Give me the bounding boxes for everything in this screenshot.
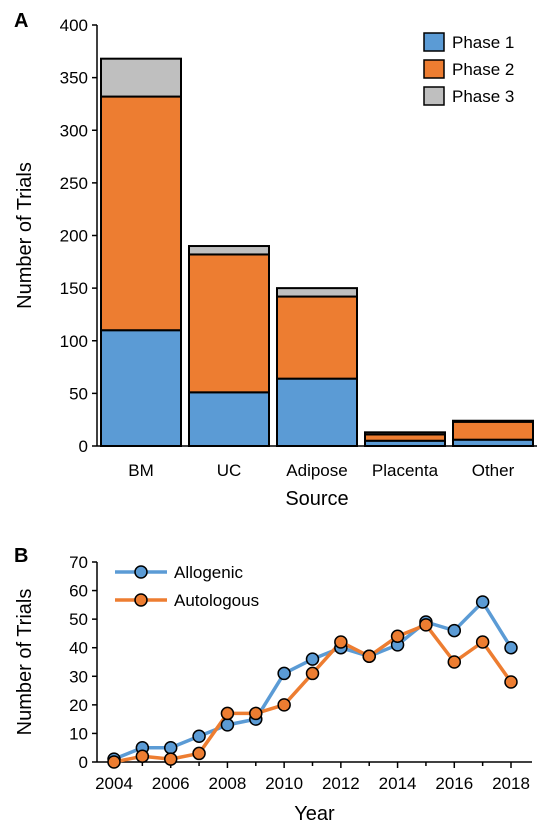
data-point [249, 706, 263, 721]
x-tick-label: 2014 [379, 774, 417, 793]
panel-label-b: B [14, 545, 28, 567]
x-axis-title: Year [294, 803, 335, 825]
data-point [277, 666, 291, 681]
x-tick-label: 2012 [322, 774, 360, 793]
y-tick-label: 250 [60, 174, 88, 193]
legend-swatch [423, 86, 445, 106]
data-point [475, 595, 490, 609]
x-tick-label: Other [472, 461, 515, 480]
panel-a-bar-chart: A 0 50 100 150 200 250 300 350 400 BM UC Adipose Plac… [14, 10, 537, 510]
x-tick-label: 2008 [209, 774, 247, 793]
panel-label-a: A [14, 10, 28, 32]
data-point [192, 746, 206, 761]
data-point [277, 698, 291, 712]
y-tick-label: 10 [69, 724, 88, 743]
data-point [163, 752, 178, 766]
data-point [362, 649, 376, 664]
legend-label: Phase 2 [452, 60, 514, 79]
x-tick-label: 2018 [492, 774, 530, 793]
x-tick-label: Adipose [286, 461, 347, 480]
x-tick-label: UC [217, 461, 242, 480]
bar-segment [100, 95, 182, 332]
bar-segment [100, 329, 182, 448]
y-tick-label: 400 [60, 16, 88, 35]
data-point [107, 755, 121, 769]
x-axis-title: Source [285, 488, 348, 510]
y-tick-label: 350 [60, 69, 88, 88]
bar-segment [452, 419, 534, 423]
y-tick-label: 200 [60, 227, 88, 246]
x-tick-label: BM [128, 461, 154, 480]
x-tick-label: 2004 [95, 774, 133, 793]
x-tick-label: 2010 [265, 774, 303, 793]
data-point [390, 629, 405, 644]
data-point [220, 718, 235, 732]
y-tick-label: 30 [69, 667, 88, 686]
data-point [447, 623, 462, 638]
legend-swatch [423, 59, 445, 79]
y-tick-label: 60 [69, 582, 88, 601]
data-point [475, 635, 490, 649]
y-tick-label: 50 [69, 610, 88, 629]
data-point [163, 740, 178, 755]
legend-label: Phase 3 [452, 87, 514, 106]
bar-segment [276, 377, 358, 448]
x-tick-label: 2006 [152, 774, 190, 793]
y-tick-label: 0 [79, 753, 88, 772]
bar-segment [188, 245, 270, 256]
data-point [192, 729, 206, 744]
legend-swatch [423, 32, 445, 52]
y-tick-label: 70 [69, 553, 88, 572]
data-point [220, 706, 235, 721]
y-tick-label: 100 [60, 332, 88, 351]
panel-b-line-chart: B 0 10 20 30 40 50 60 70 2004 2006 2008 2010 2012 2014… [14, 545, 532, 825]
y-tick-label: 300 [60, 121, 88, 140]
legend-label: Allogenic [174, 563, 243, 582]
x-tick-label: 2016 [435, 774, 473, 793]
series-line [113, 623, 513, 764]
y-tick-label: 150 [60, 279, 88, 298]
legend-marker [134, 565, 148, 579]
y-axis-title: Number of Trials [14, 162, 36, 309]
data-point [504, 640, 518, 655]
bar-segment [188, 253, 270, 394]
y-tick-label: 0 [79, 437, 88, 456]
legend-label: Autologous [174, 591, 259, 610]
bar-segment [100, 57, 182, 98]
y-tick-label: 50 [69, 384, 88, 403]
data-point [334, 635, 348, 649]
bar-segment [276, 287, 358, 298]
bar-segment [276, 295, 358, 380]
data-point [305, 666, 320, 681]
data-point [504, 675, 518, 689]
y-tick-label: 20 [69, 696, 88, 715]
legend-label: Phase 1 [452, 33, 514, 52]
data-point [305, 652, 320, 666]
bar-segment [452, 420, 534, 441]
legend-marker [134, 593, 148, 607]
bar-segment [364, 431, 446, 436]
y-axis-title: Number of Trials [14, 589, 36, 736]
bar-segment [188, 391, 270, 448]
x-tick-label: Placenta [372, 461, 439, 480]
y-tick-label: 40 [69, 639, 88, 658]
data-point [135, 749, 150, 764]
data-point [447, 655, 462, 669]
data-point [419, 618, 433, 632]
